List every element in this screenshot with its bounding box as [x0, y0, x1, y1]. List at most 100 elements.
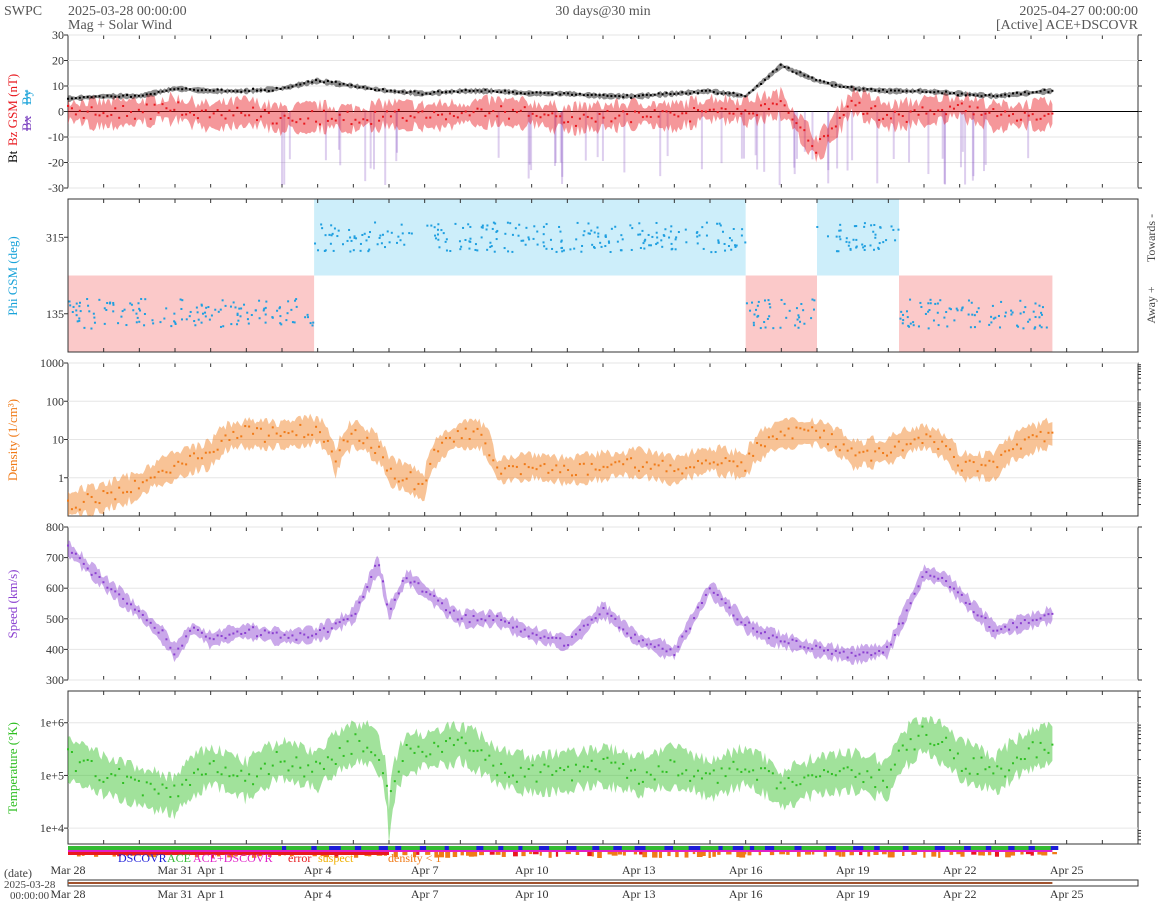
- phi-point: [977, 307, 980, 310]
- phi-point: [1032, 310, 1035, 313]
- density-point: [334, 460, 337, 463]
- speed-point: [779, 640, 782, 643]
- bt-point: [775, 68, 778, 71]
- speed-point: [358, 601, 361, 604]
- phi-point: [103, 307, 106, 310]
- phi-point: [207, 306, 210, 309]
- density-point: [653, 463, 656, 466]
- speed-point: [574, 633, 577, 636]
- phi-point: [863, 225, 866, 228]
- temperature-point: [960, 769, 963, 772]
- speed-ytick-label: 600: [46, 581, 64, 595]
- bz-point: [338, 113, 341, 116]
- bt-point: [992, 95, 995, 98]
- temperature-point: [437, 745, 440, 748]
- bz-point: [744, 109, 747, 112]
- speed-point: [893, 634, 896, 637]
- temperature-point: [555, 770, 558, 773]
- density-point: [815, 429, 818, 432]
- bz-point: [673, 113, 676, 116]
- density-point: [244, 425, 247, 428]
- bz-point: [94, 113, 97, 116]
- speed-point: [826, 649, 829, 652]
- speed-point: [185, 635, 188, 638]
- speed-point: [878, 649, 881, 652]
- bz-point: [850, 99, 853, 102]
- density-point: [429, 462, 432, 465]
- bt-point: [1039, 90, 1042, 93]
- speed-point: [248, 628, 251, 631]
- phi-point: [780, 298, 783, 301]
- source-strip-dscovr: [732, 846, 744, 850]
- bt-point: [760, 83, 763, 86]
- phi-point: [788, 309, 791, 312]
- bt-point: [641, 94, 644, 97]
- bt-point: [208, 89, 211, 92]
- density-point: [177, 460, 180, 463]
- bz-point: [830, 127, 833, 130]
- temperature-point: [807, 774, 810, 777]
- bt-point: [933, 91, 936, 94]
- bt-point: [590, 93, 593, 96]
- speed-point: [882, 651, 885, 654]
- density-point: [744, 469, 747, 472]
- speed-point: [732, 614, 735, 617]
- phi-point: [368, 248, 371, 251]
- bt-point: [185, 87, 188, 90]
- temperature-point: [736, 768, 739, 771]
- temperature-point: [110, 773, 113, 776]
- phi-point: [93, 316, 96, 319]
- bz-point: [559, 115, 562, 118]
- bz-point: [567, 120, 570, 123]
- bz-point: [70, 107, 73, 110]
- phi-point: [873, 223, 876, 226]
- temperature-ytick-label: 1e+6: [40, 716, 64, 730]
- temperature-point: [752, 769, 755, 772]
- bt-point: [126, 93, 129, 96]
- speed-point: [689, 627, 692, 630]
- phi-point: [434, 237, 437, 240]
- bz-point: [86, 110, 89, 113]
- bt-point: [661, 93, 664, 96]
- source-strip-flag: [438, 852, 444, 858]
- phi-point: [551, 247, 554, 250]
- phi-point: [759, 327, 762, 330]
- phi-point: [293, 321, 296, 324]
- phi-point: [988, 323, 991, 326]
- density-point: [728, 459, 731, 462]
- phi-away-label: Away +: [1144, 286, 1158, 324]
- phi-point: [336, 235, 339, 238]
- density-point: [842, 443, 845, 446]
- speed-point: [429, 593, 432, 596]
- temperature-point: [571, 779, 574, 782]
- temperature-point: [193, 771, 196, 774]
- phi-point: [458, 240, 461, 243]
- phi-point: [560, 247, 563, 250]
- bz-point: [283, 114, 286, 117]
- phi-point: [990, 315, 993, 318]
- phi-point: [749, 309, 752, 312]
- phi-point: [562, 249, 565, 252]
- phi-point: [1040, 313, 1043, 316]
- temperature-point: [559, 766, 562, 769]
- density-point: [681, 472, 684, 475]
- phi-point: [588, 232, 591, 235]
- bz-point: [464, 110, 467, 113]
- speed-point: [665, 650, 668, 653]
- phi-point: [803, 322, 806, 325]
- density-point: [1027, 436, 1030, 439]
- phi-point: [467, 223, 470, 226]
- temperature-point: [937, 742, 940, 745]
- phi-point: [306, 316, 309, 319]
- bz-point: [165, 107, 168, 110]
- temperature-point: [933, 744, 936, 747]
- phi-point: [359, 242, 362, 245]
- temperature-point: [161, 783, 164, 786]
- speed-point: [996, 629, 999, 632]
- phi-point: [481, 224, 484, 227]
- phi-point: [937, 324, 940, 327]
- speed-point: [413, 580, 416, 583]
- temperature-point: [118, 767, 121, 770]
- bz-point: [1027, 114, 1030, 117]
- bt-point: [106, 94, 109, 97]
